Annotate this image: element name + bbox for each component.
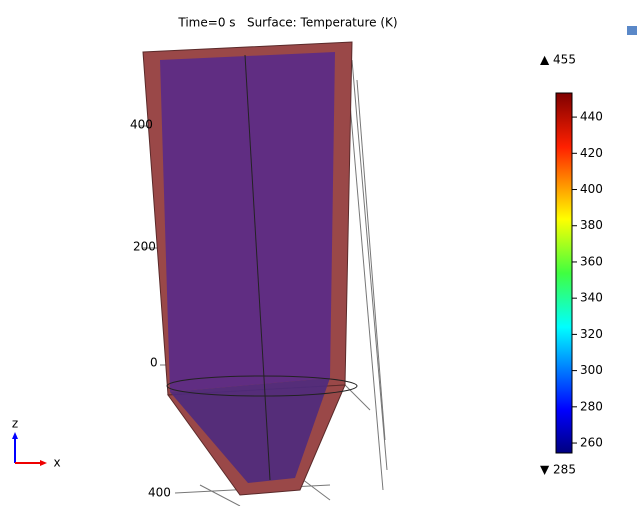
- colorbar-tick-label: 280: [580, 399, 603, 413]
- colorbar-min: ▼ 285: [540, 463, 576, 477]
- plot-title: Time=0 s Surface: Temperature (K): [177, 16, 397, 30]
- toolbar-icon[interactable]: [627, 26, 637, 35]
- colorbar-tick-label: 420: [580, 146, 603, 160]
- axis-grid: [140, 44, 388, 507]
- colorbar-tick-label: 260: [580, 436, 603, 450]
- axis-label: 400: [130, 118, 153, 132]
- axis-label: 200: [133, 240, 156, 254]
- triad-label: z: [12, 417, 18, 431]
- colorbar-tick-label: 320: [580, 327, 603, 341]
- colorbar: [555, 92, 573, 454]
- axis-label: 400: [148, 486, 171, 500]
- colorbar-tick-label: 360: [580, 254, 603, 268]
- colorbar-tick-label: 400: [580, 182, 603, 196]
- colorbar-tick-label: 380: [580, 218, 603, 232]
- colorbar-tick-label: 440: [580, 110, 603, 124]
- vessel: [142, 41, 358, 496]
- axis-label: 0: [150, 356, 158, 370]
- axis-triad: z x: [12, 417, 61, 470]
- colorbar-max: ▲ 455: [540, 53, 576, 67]
- colorbar-tick-label: 300: [580, 363, 603, 377]
- triad-label: x: [53, 456, 60, 470]
- colorbar-tick-label: 340: [580, 291, 603, 305]
